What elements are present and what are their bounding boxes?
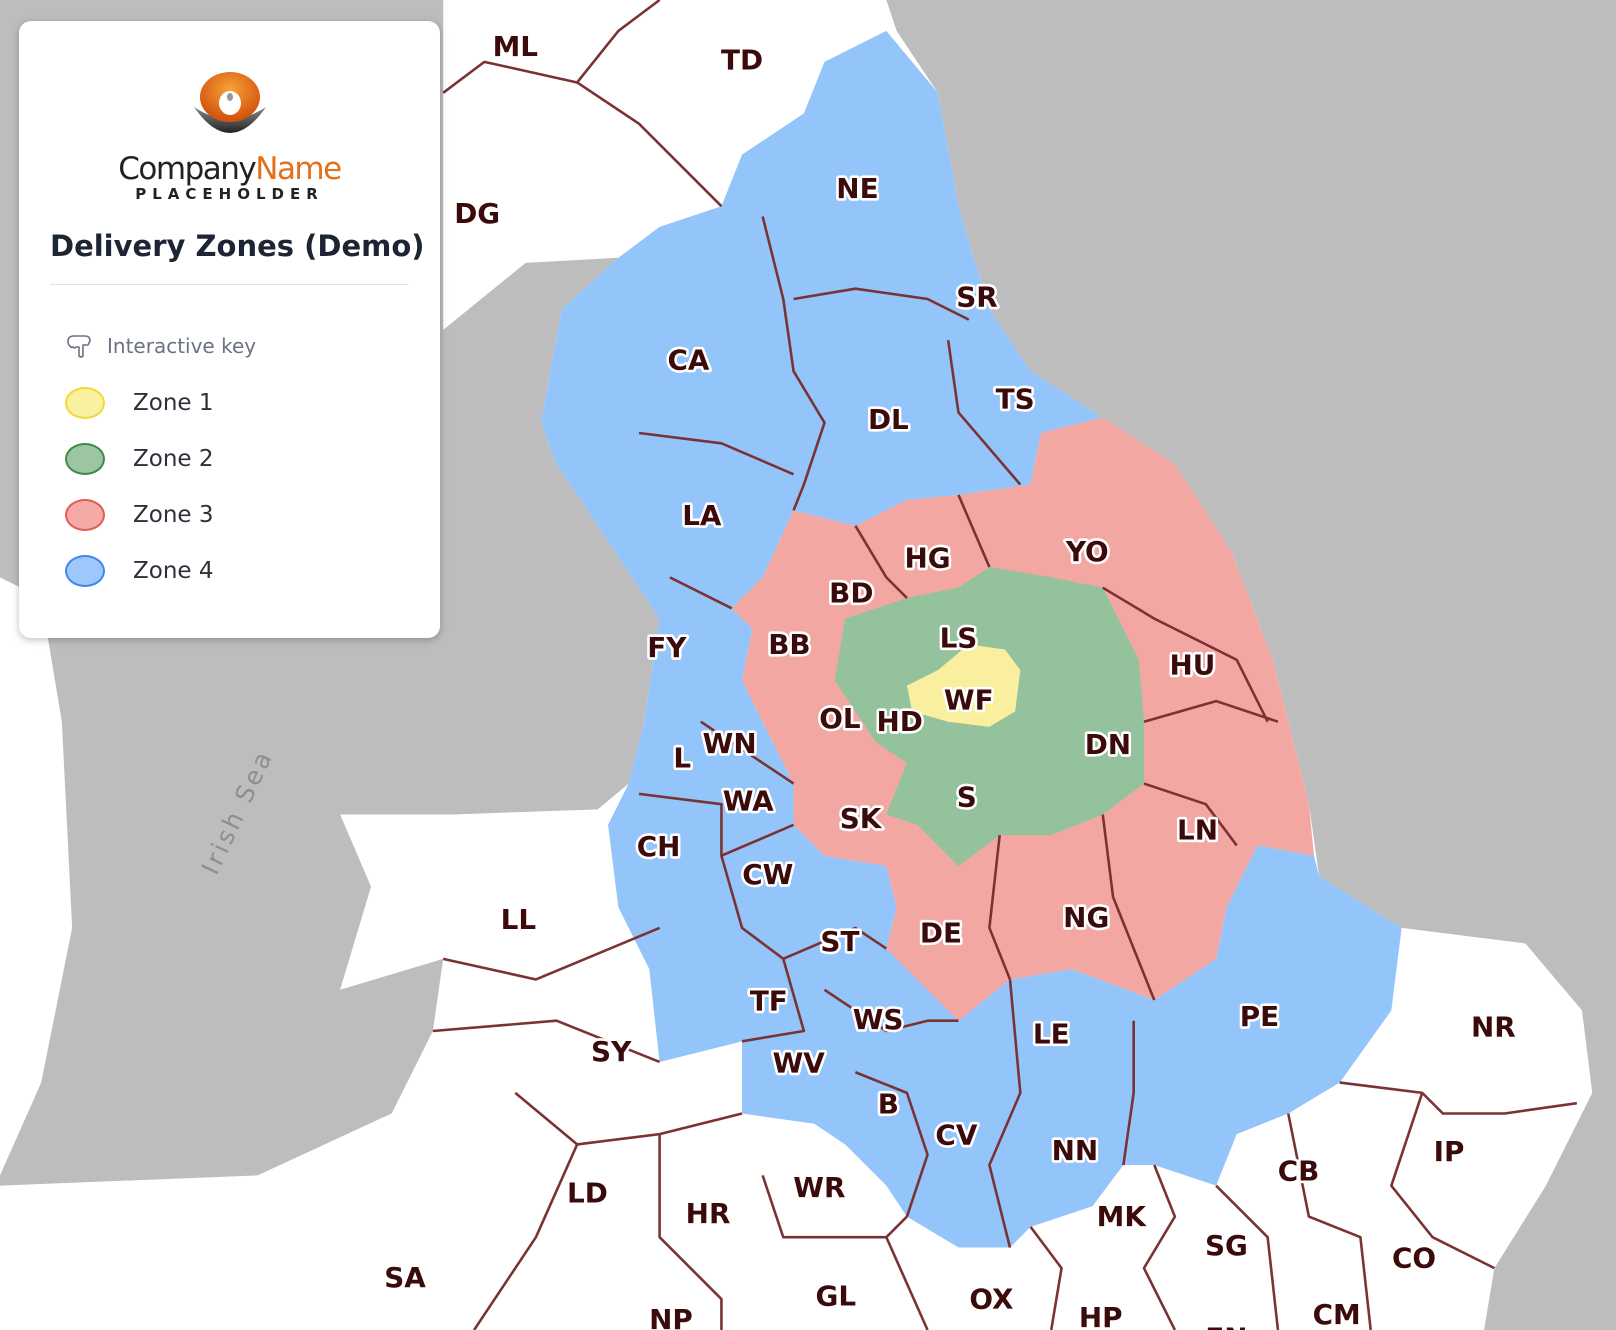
postcode-area-label-ol: OL [819,702,860,735]
postcode-area-boundaries [432,0,1578,1330]
company-logo: CompanyName PLACEHOLDER [19,69,440,203]
postcode-area-label-fy: FY [647,631,687,664]
postcode-area-label-dg: DG [454,197,500,230]
postcode-area-label-pe: PE [1240,1000,1279,1033]
postcode-area-label-ca: CA [667,343,709,376]
postcode-area-label-sa: SA [384,1261,426,1294]
postcode-area-label-dl: DL [868,403,909,436]
postcode-area-label-np: NP [649,1303,693,1330]
postcode-area-label-st: ST [820,925,859,958]
postcode-area-label-ws: WS [853,1003,904,1036]
zone-swatch [65,499,105,531]
zone-label: Zone 1 [133,390,214,416]
zone-label: Zone 3 [133,502,214,528]
postcode-area-label-la: LA [682,499,722,532]
postcode-area-label-cb: CB [1278,1155,1320,1188]
zone-key-item-4[interactable]: Zone 4 [65,543,214,599]
zone-swatch [65,555,105,587]
postcode-area-label-cm: CM [1313,1298,1361,1330]
zone-key-item-3[interactable]: Zone 3 [65,487,214,543]
postcode-area-label-bb: BB [768,628,810,661]
postcode-area-label-ld: LD [567,1176,608,1209]
divider [50,284,409,285]
postcode-area-label-b: B [878,1088,899,1121]
postcode-area-label-en: EN [1205,1322,1247,1330]
legend-title: Delivery Zones (Demo) [50,229,425,263]
postcode-area-label-de: DE [920,917,962,950]
postcode-area-label-wv: WV [773,1046,826,1079]
postcode-area-label-sg: SG [1205,1229,1248,1262]
postcode-area-label-ml: ML [493,30,538,63]
postcode-area-label-nn: NN [1052,1134,1099,1167]
postcode-area-label-wr: WR [793,1171,845,1204]
postcode-area-label-co: CO [1392,1241,1436,1274]
postcode-area-label-hu: HU [1169,648,1215,681]
logo-word-dark: Company [118,151,256,187]
logo-mark-icon [193,72,266,133]
postcode-area-label-yo: YO [1065,535,1109,568]
postcode-area-label-hg: HG [904,541,950,574]
pointing-hand-icon [67,335,91,358]
zone-key-item-1[interactable]: Zone 1 [65,375,214,431]
postcode-area-label-wn: WN [703,727,757,760]
land-ireland [0,577,73,1176]
postcode-area-label-sk: SK [840,802,883,835]
postcode-area-label-nr: NR [1471,1010,1516,1043]
postcode-area-label-sr: SR [956,280,997,313]
postcode-area-label-cw: CW [742,858,793,891]
postcode-area-label-ls: LS [940,622,978,655]
postcode-area-label-tf: TF [750,985,788,1018]
postcode-area-label-sy: SY [591,1035,632,1068]
postcode-area-label-wf: WF [944,684,994,717]
zone-label: Zone 4 [133,558,214,584]
postcode-area-label-gl: GL [816,1279,857,1312]
postcode-area-label-ch: CH [637,830,681,863]
postcode-area-label-le: LE [1033,1018,1070,1051]
postcode-area-label-ts: TS [996,382,1035,415]
logo-word-accent: Name [255,151,342,187]
zone-swatch [65,443,105,475]
zone-key-list: Zone 1 Zone 2 Zone 3 Zone 4 [65,375,214,599]
logo-subtitle: PLACEHOLDER [135,185,324,203]
postcode-area-label-ne: NE [836,172,878,205]
zone-4-region[interactable] [541,30,1402,1248]
postcode-area-label-ox: OX [969,1283,1013,1316]
postcode-area-label-ll: LL [501,903,536,936]
postcode-area-label-wa: WA [723,785,774,818]
postcode-area-label-ln: LN [1177,813,1218,846]
zone-1-region[interactable] [906,644,1021,727]
interactive-key-heading: Interactive key [65,333,256,359]
zone-label: Zone 2 [133,446,214,472]
postcode-area-label-hd: HD [877,705,923,738]
zone-swatch [65,387,105,419]
postcode-area-label-td: TD [721,43,763,76]
postcode-area-label-dn: DN [1085,728,1131,761]
postcode-area-label-ng: NG [1063,901,1109,934]
postcode-area-label-hr: HR [686,1197,731,1230]
postcode-area-label-mk: MK [1097,1200,1148,1233]
postcode-area-label-l: L [673,741,691,774]
postcode-area-label-cv: CV [935,1119,977,1152]
postcode-area-label-ip: IP [1434,1135,1465,1168]
postcode-area-label-hp: HP [1079,1301,1123,1330]
postcode-area-label-s: S [957,780,977,813]
zone-key-item-2[interactable]: Zone 2 [65,431,214,487]
postcode-area-label-bd: BD [829,576,873,609]
interactive-key-label: Interactive key [107,334,257,358]
legend-panel: CompanyName PLACEHOLDER Delivery Zones (… [19,21,440,638]
